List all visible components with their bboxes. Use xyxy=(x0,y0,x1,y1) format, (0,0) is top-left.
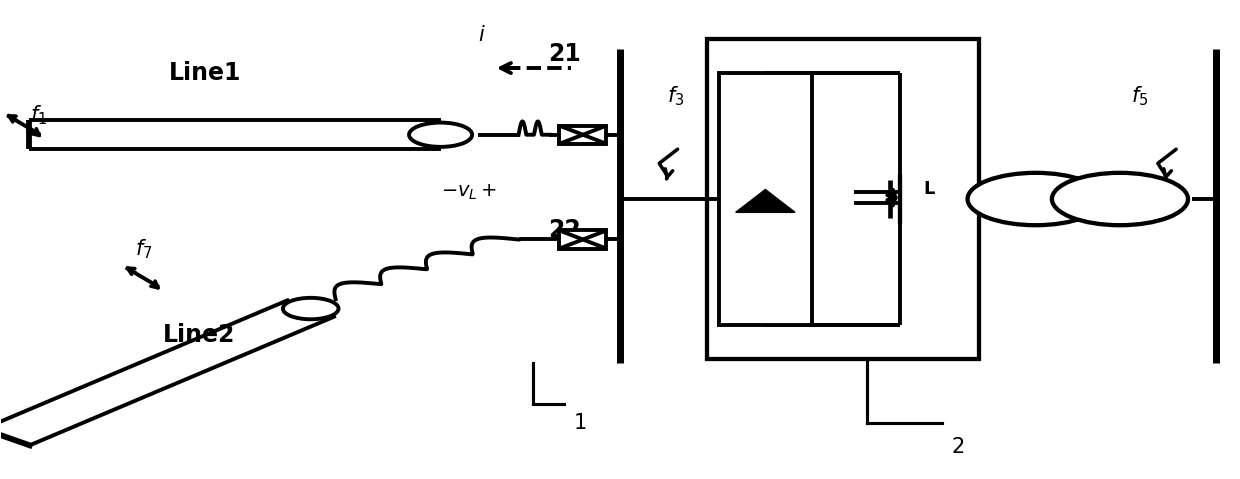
Text: $f_7$: $f_7$ xyxy=(135,237,153,261)
Text: $- v_L +$: $- v_L +$ xyxy=(441,182,497,202)
Text: 2: 2 xyxy=(951,437,965,456)
Bar xyxy=(559,230,606,249)
Text: $f_3$: $f_3$ xyxy=(667,85,684,108)
Circle shape xyxy=(967,173,1104,225)
Text: $i$: $i$ xyxy=(477,25,485,45)
Bar xyxy=(707,39,978,359)
Text: L: L xyxy=(924,181,935,198)
Text: 21: 21 xyxy=(548,42,580,66)
Text: 1: 1 xyxy=(574,413,587,433)
Text: Line1: Line1 xyxy=(170,61,242,85)
Circle shape xyxy=(409,123,472,147)
Text: $f_1$: $f_1$ xyxy=(30,104,47,127)
Text: Line2: Line2 xyxy=(164,323,236,347)
Text: $f_5$: $f_5$ xyxy=(1131,85,1148,108)
Bar xyxy=(559,125,606,144)
Polygon shape xyxy=(735,190,795,212)
Bar xyxy=(719,73,812,325)
Circle shape xyxy=(1052,173,1188,225)
Text: 22: 22 xyxy=(548,218,580,242)
Circle shape xyxy=(283,298,339,319)
